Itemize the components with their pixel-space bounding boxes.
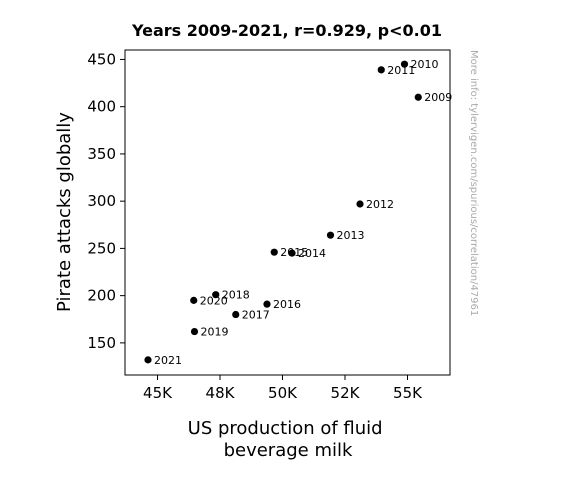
- data-point-label-2012: 2012: [366, 198, 394, 211]
- data-point-label-2013: 2013: [337, 229, 365, 242]
- data-points: 2009201020112012201320142015201620172018…: [144, 58, 452, 367]
- x-axis-label-line-2: beverage milk: [224, 440, 353, 461]
- x-tick-label: 45K: [143, 384, 173, 402]
- data-point-2015: [270, 248, 278, 256]
- y-axis-label: Pirate attacks globally: [54, 112, 75, 312]
- data-point-label-2015: 2015: [280, 246, 308, 259]
- x-axis: 45K 48K 50K 52K 55K: [143, 375, 423, 402]
- y-axis: 150 200 250 300 350 400 450: [87, 50, 125, 352]
- x-axis-label: US production of fluid beverage milk: [188, 418, 389, 461]
- data-point-2018: [212, 291, 220, 299]
- x-tick-label: 50K: [268, 384, 298, 402]
- data-point-2021: [144, 356, 152, 364]
- data-point-label-2017: 2017: [242, 309, 270, 322]
- data-point-label-2021: 2021: [154, 354, 182, 367]
- plot-area: [124, 49, 451, 376]
- data-point-label-2020: 2020: [200, 294, 228, 307]
- data-point-2019: [190, 327, 199, 336]
- data-point-2013: [326, 231, 335, 239]
- data-point-2016: [263, 300, 271, 308]
- data-point-2020: [190, 296, 198, 304]
- data-point-2011: [377, 66, 385, 74]
- x-tick-label: 48K: [206, 384, 236, 402]
- x-axis-label-line-1: US production of fluid: [188, 418, 383, 439]
- data-point-2012: [356, 200, 364, 208]
- data-point-label-2010: 2010: [411, 58, 439, 71]
- data-point-2010: [400, 60, 409, 68]
- y-tick-label: 200: [87, 287, 116, 305]
- data-point-2009: [414, 93, 422, 101]
- data-point-2017: [232, 310, 240, 319]
- y-tick-label: 300: [87, 192, 116, 210]
- chart-title: Years 2009-2021, r=0.929, p<0.01: [131, 21, 442, 40]
- y-tick-label: 150: [87, 334, 116, 352]
- data-point-label-2014: 2014: [298, 247, 326, 260]
- data-point-2014: [288, 249, 296, 257]
- data-point-label-2019: 2019: [201, 326, 229, 339]
- x-tick-label: 55K: [393, 384, 423, 402]
- data-point-label-2018: 2018: [222, 289, 250, 302]
- x-tick-label: 52K: [331, 384, 361, 402]
- watermark-text: More info: tylervigen.com/spurious/corre…: [468, 50, 479, 316]
- data-point-label-2016: 2016: [273, 298, 301, 311]
- data-point-label-2011: 2011: [387, 64, 415, 77]
- data-point-label-2009: 2009: [424, 91, 452, 104]
- y-tick-label: 400: [87, 98, 116, 116]
- y-tick-label: 250: [87, 239, 116, 257]
- y-tick-label: 350: [87, 145, 116, 163]
- y-tick-label: 450: [87, 50, 116, 68]
